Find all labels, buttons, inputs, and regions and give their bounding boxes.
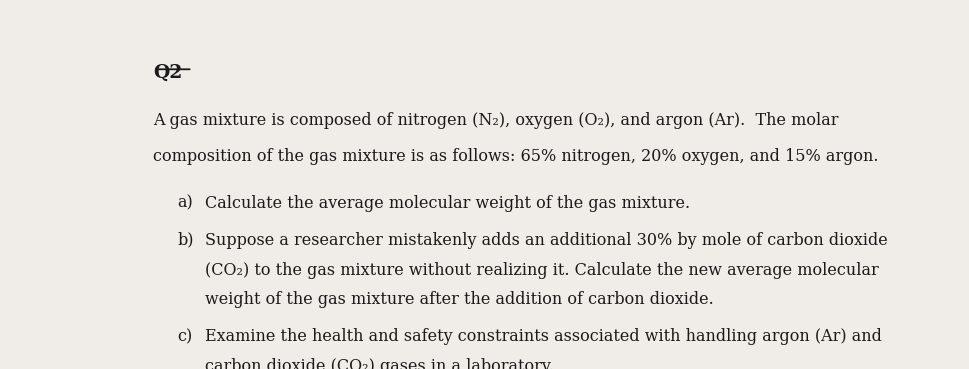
Text: c): c) — [177, 328, 193, 345]
Text: a): a) — [177, 195, 193, 212]
Text: A gas mixture is composed of nitrogen (N₂), oxygen (O₂), and argon (Ar).  The mo: A gas mixture is composed of nitrogen (N… — [153, 113, 839, 130]
Text: (CO₂) to the gas mixture without realizing it. Calculate the new average molecul: (CO₂) to the gas mixture without realizi… — [205, 262, 879, 279]
Text: carbon dioxide (CO₂) gases in a laboratory.: carbon dioxide (CO₂) gases in a laborato… — [205, 358, 554, 369]
Text: weight of the gas mixture after the addition of carbon dioxide.: weight of the gas mixture after the addi… — [205, 292, 714, 308]
Text: Q2: Q2 — [153, 64, 183, 82]
Text: Suppose a researcher mistakenly adds an additional 30% by mole of carbon dioxide: Suppose a researcher mistakenly adds an … — [205, 232, 888, 249]
Text: Calculate the average molecular weight of the gas mixture.: Calculate the average molecular weight o… — [205, 195, 690, 212]
Text: b): b) — [177, 232, 194, 249]
Text: composition of the gas mixture is as follows: 65% nitrogen, 20% oxygen, and 15% : composition of the gas mixture is as fol… — [153, 148, 879, 165]
Text: Examine the health and safety constraints associated with handling argon (Ar) an: Examine the health and safety constraint… — [205, 328, 882, 345]
